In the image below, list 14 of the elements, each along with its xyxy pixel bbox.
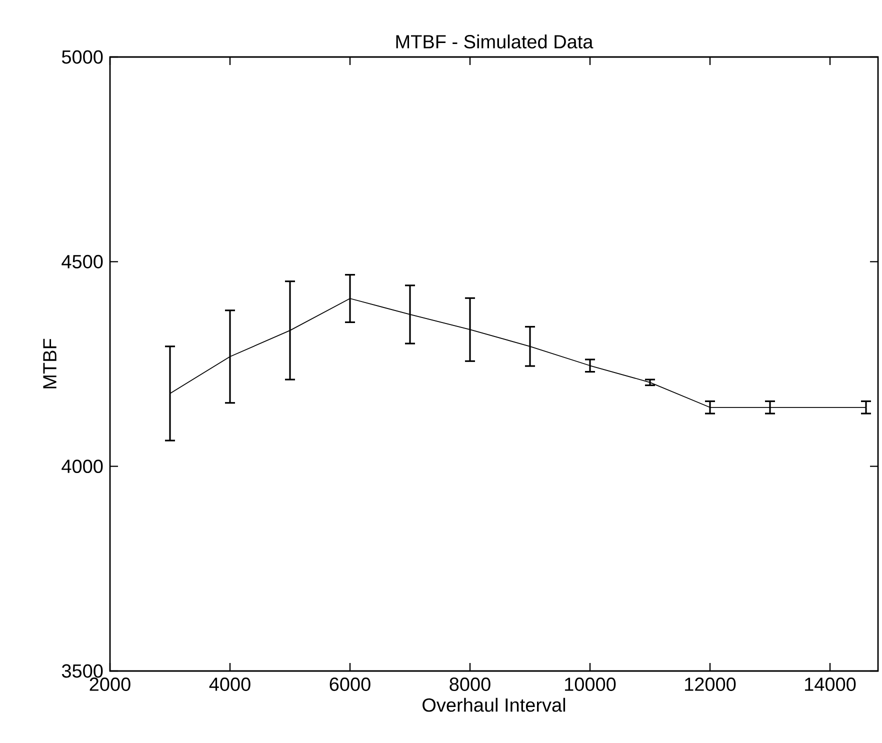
y-axis-title: MTBF [43,338,56,388]
x-tick-label: 6000 [330,678,370,691]
y-tick-label: 4000 [62,460,103,474]
x-tick-label: 8000 [450,678,490,691]
x-axis-title: Overhaul Interval [422,698,566,712]
chart-title: MTBF - Simulated Data [396,34,594,48]
x-tick-label: 4000 [209,678,250,691]
y-tick-label: 4500 [62,254,103,268]
y-tick-label: 3500 [62,664,103,678]
x-tick-label: 2000 [90,678,130,691]
x-tick-label: 14000 [805,678,856,691]
x-tick-label: 12000 [685,678,736,691]
y-tick-label: 5000 [62,50,103,64]
x-tick-label: 10000 [565,678,616,691]
